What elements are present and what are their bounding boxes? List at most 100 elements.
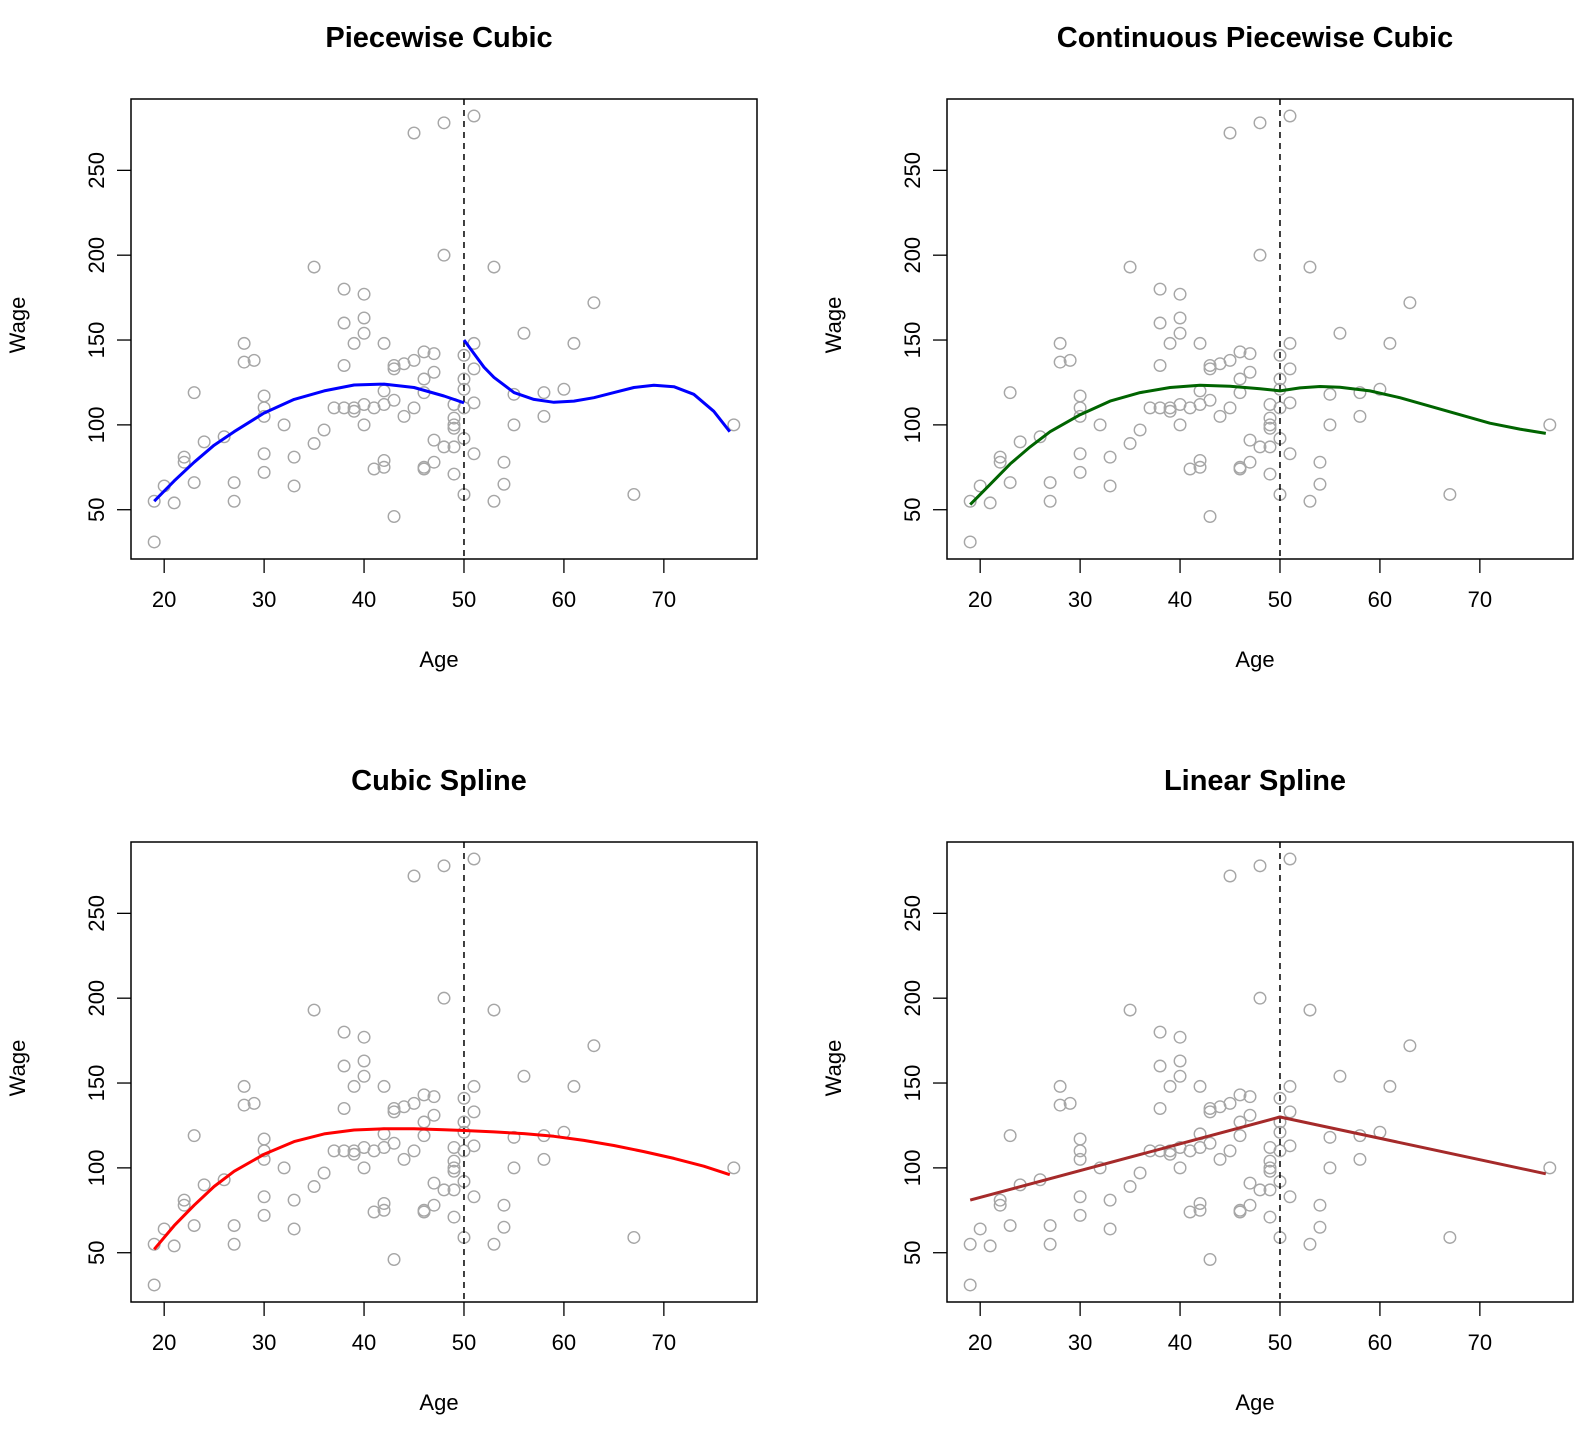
data-point <box>727 418 741 432</box>
data-point <box>1263 1161 1277 1175</box>
data-point <box>387 362 401 376</box>
data-point <box>1063 353 1077 367</box>
y-tick-label: 100 <box>900 1150 925 1187</box>
data-point <box>427 433 441 447</box>
fit-curve <box>462 339 731 433</box>
data-point <box>327 401 341 415</box>
data-point <box>387 1101 401 1115</box>
data-point <box>147 494 161 508</box>
data-point <box>1243 433 1257 447</box>
data-point <box>447 440 461 454</box>
data-point <box>237 336 251 350</box>
x-tick-label: 50 <box>1268 1330 1292 1355</box>
data-point <box>973 1222 987 1236</box>
x-tick-label: 60 <box>1368 587 1392 612</box>
data-point <box>963 1237 977 1251</box>
data-point <box>347 336 361 350</box>
data-point <box>963 1278 977 1292</box>
data-point <box>1323 1130 1337 1144</box>
x-axis-label: Age <box>419 1390 458 1415</box>
data-point <box>1283 396 1297 410</box>
data-point <box>1253 440 1267 454</box>
data-point <box>197 1178 211 1192</box>
data-point <box>993 1198 1007 1212</box>
data-point <box>1383 336 1397 350</box>
data-point <box>467 1105 481 1119</box>
y-tick-label: 250 <box>900 895 925 932</box>
data-point <box>377 336 391 350</box>
data-point <box>1253 248 1267 262</box>
data-point <box>1283 109 1297 123</box>
y-tick-label: 150 <box>84 322 109 359</box>
data-point <box>1313 1220 1327 1234</box>
data-point <box>1263 1183 1277 1197</box>
x-tick-label: 70 <box>652 587 676 612</box>
data-point <box>337 1025 351 1039</box>
data-point <box>1073 1144 1087 1158</box>
data-point <box>1243 1198 1257 1212</box>
data-point <box>467 362 481 376</box>
data-point <box>1253 116 1267 130</box>
x-tick-label: 40 <box>1168 587 1192 612</box>
data-point <box>537 386 551 400</box>
data-point <box>447 1183 461 1197</box>
data-point <box>357 1161 371 1175</box>
data-point <box>1263 1210 1277 1224</box>
data-point <box>307 1180 321 1194</box>
data-point <box>397 409 411 423</box>
data-point <box>357 1030 371 1044</box>
x-axis-label: Age <box>1235 647 1274 672</box>
data-point <box>247 1096 261 1110</box>
data-point <box>1353 1152 1367 1166</box>
data-point <box>247 353 261 367</box>
x-tick-label: 50 <box>452 587 476 612</box>
data-point <box>1543 1161 1557 1175</box>
data-point <box>287 1193 301 1207</box>
data-point <box>217 430 231 444</box>
x-tick-label: 20 <box>968 1330 992 1355</box>
data-point <box>417 372 431 386</box>
y-tick-label: 200 <box>900 237 925 274</box>
data-point <box>567 336 581 350</box>
data-point <box>227 476 241 490</box>
data-point <box>437 116 451 130</box>
data-point <box>277 1161 291 1175</box>
data-point <box>1173 1030 1187 1044</box>
data-point <box>1003 1219 1017 1233</box>
data-point <box>447 411 461 425</box>
data-point <box>257 447 271 461</box>
x-tick-label: 50 <box>1268 587 1292 612</box>
data-point <box>377 1203 391 1217</box>
data-point <box>1153 316 1167 330</box>
y-tick-label: 50 <box>900 497 925 521</box>
data-point <box>557 382 571 396</box>
data-point <box>627 487 641 501</box>
data-point <box>1103 1193 1117 1207</box>
panel-1: Piecewise Cubic Age Wage 20 30 40 50 60 70 50 100 1… <box>5 22 758 672</box>
data-point <box>963 494 977 508</box>
panel-title: Piecewise Cubic <box>325 22 552 54</box>
data-point <box>407 1144 421 1158</box>
data-point <box>167 1239 181 1253</box>
data-point <box>973 479 987 493</box>
data-point <box>1263 467 1277 481</box>
data-point <box>1203 362 1217 376</box>
data-point <box>447 418 461 432</box>
data-point <box>407 401 421 415</box>
data-point <box>497 477 511 491</box>
panel-title: Linear Spline <box>1164 765 1346 797</box>
data-point <box>1073 447 1087 461</box>
data-point <box>487 1237 501 1251</box>
x-tick-label: 30 <box>1068 587 1092 612</box>
x-tick-label: 40 <box>1168 1330 1192 1355</box>
data-point <box>1053 1079 1067 1093</box>
data-point <box>537 1152 551 1166</box>
data-point <box>1203 358 1217 372</box>
data-point <box>1203 393 1217 407</box>
data-point <box>1153 358 1167 372</box>
data-point <box>727 1161 741 1175</box>
data-point <box>1013 435 1027 449</box>
x-tick-label: 20 <box>152 1330 176 1355</box>
data-point <box>457 348 471 362</box>
fit-curve <box>153 382 465 503</box>
